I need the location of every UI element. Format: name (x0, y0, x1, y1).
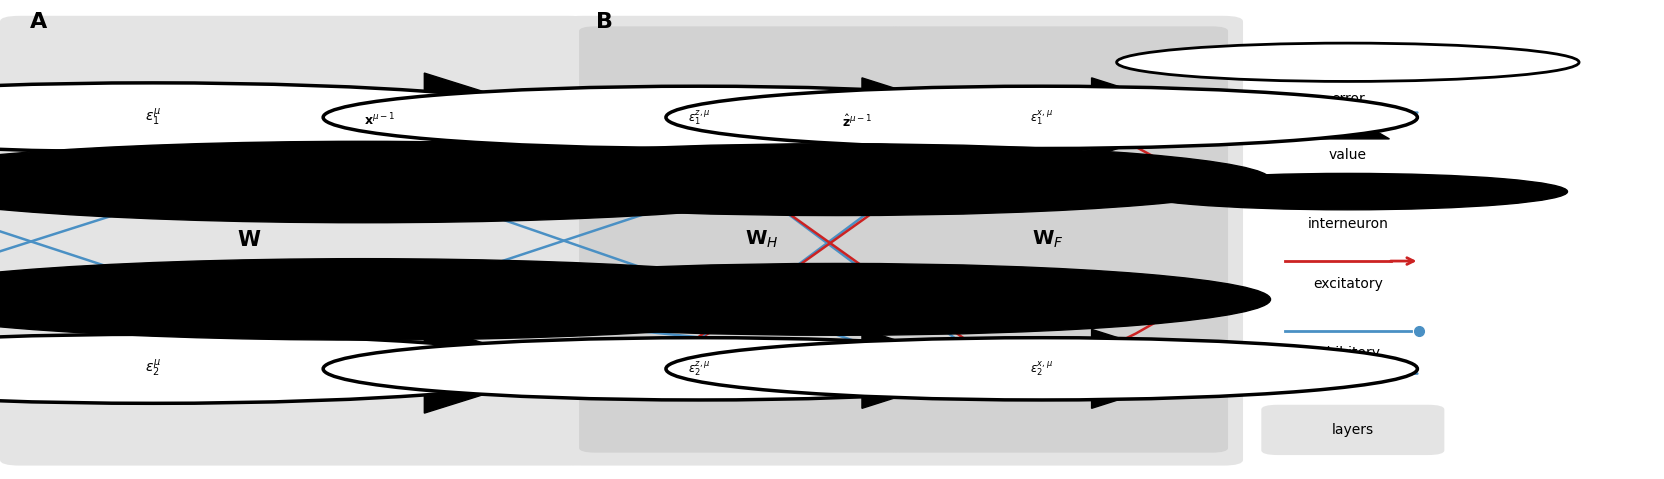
Ellipse shape (0, 83, 569, 152)
Text: $x_1^\mu$: $x_1^\mu$ (491, 107, 508, 128)
Text: $x_2^\mu$: $x_2^\mu$ (1150, 359, 1165, 378)
FancyBboxPatch shape (887, 26, 1228, 453)
Ellipse shape (323, 338, 1075, 400)
Text: excitatory: excitatory (1313, 277, 1383, 291)
Text: A: A (30, 12, 47, 32)
Text: value: value (1330, 148, 1366, 162)
Ellipse shape (403, 263, 1271, 335)
Text: interneuron: interneuron (1308, 217, 1388, 230)
Text: error: error (1331, 92, 1364, 106)
Ellipse shape (0, 259, 854, 340)
Text: $x_2^\mu$: $x_2^\mu$ (491, 358, 508, 379)
Polygon shape (1092, 78, 1216, 157)
Ellipse shape (0, 334, 569, 403)
Text: $\varepsilon_2^\mu$: $\varepsilon_2^\mu$ (145, 358, 161, 379)
Polygon shape (424, 73, 566, 162)
Text: $z_2^\mu$: $z_2^\mu$ (920, 359, 935, 378)
Ellipse shape (403, 144, 1271, 216)
Text: inhibitory: inhibitory (1315, 346, 1381, 360)
Text: $\varepsilon_1^{z,\mu}$: $\varepsilon_1^{z,\mu}$ (687, 108, 711, 127)
Polygon shape (424, 325, 566, 413)
Text: $\mathbf{x}^{\mu-1}$: $\mathbf{x}^{\mu-1}$ (364, 112, 394, 128)
Polygon shape (1306, 115, 1389, 139)
FancyBboxPatch shape (0, 16, 589, 466)
Text: $\varepsilon_1^\mu$: $\varepsilon_1^\mu$ (145, 107, 161, 128)
Text: $\mathbf{W}_F$: $\mathbf{W}_F$ (1032, 229, 1065, 250)
Text: layers: layers (1331, 423, 1374, 437)
Ellipse shape (323, 86, 1075, 148)
Polygon shape (862, 78, 987, 157)
Ellipse shape (666, 86, 1418, 148)
Text: $\varepsilon_2^{z,\mu}$: $\varepsilon_2^{z,\mu}$ (687, 359, 711, 378)
Text: $\mathbf{W}_H$: $\mathbf{W}_H$ (745, 229, 779, 250)
Ellipse shape (666, 338, 1418, 400)
FancyBboxPatch shape (562, 16, 1243, 466)
Ellipse shape (1128, 173, 1567, 210)
Text: $x_1^\mu$: $x_1^\mu$ (1150, 108, 1165, 127)
Ellipse shape (1117, 43, 1579, 81)
Text: $\hat{\mathbf{z}}^{\mu-1}$: $\hat{\mathbf{z}}^{\mu-1}$ (842, 114, 872, 130)
FancyBboxPatch shape (579, 26, 909, 453)
Text: $\varepsilon_1^{x,\mu}$: $\varepsilon_1^{x,\mu}$ (1030, 108, 1053, 127)
Text: $\varepsilon_2^{x,\mu}$: $\varepsilon_2^{x,\mu}$ (1030, 359, 1053, 378)
Text: $z_1^\mu$: $z_1^\mu$ (920, 108, 935, 127)
Ellipse shape (0, 141, 854, 223)
Text: B: B (596, 12, 612, 32)
Text: $\mathbf{W}$: $\mathbf{W}$ (238, 229, 261, 250)
Polygon shape (862, 330, 987, 408)
Polygon shape (1092, 330, 1216, 408)
FancyBboxPatch shape (1261, 405, 1444, 455)
